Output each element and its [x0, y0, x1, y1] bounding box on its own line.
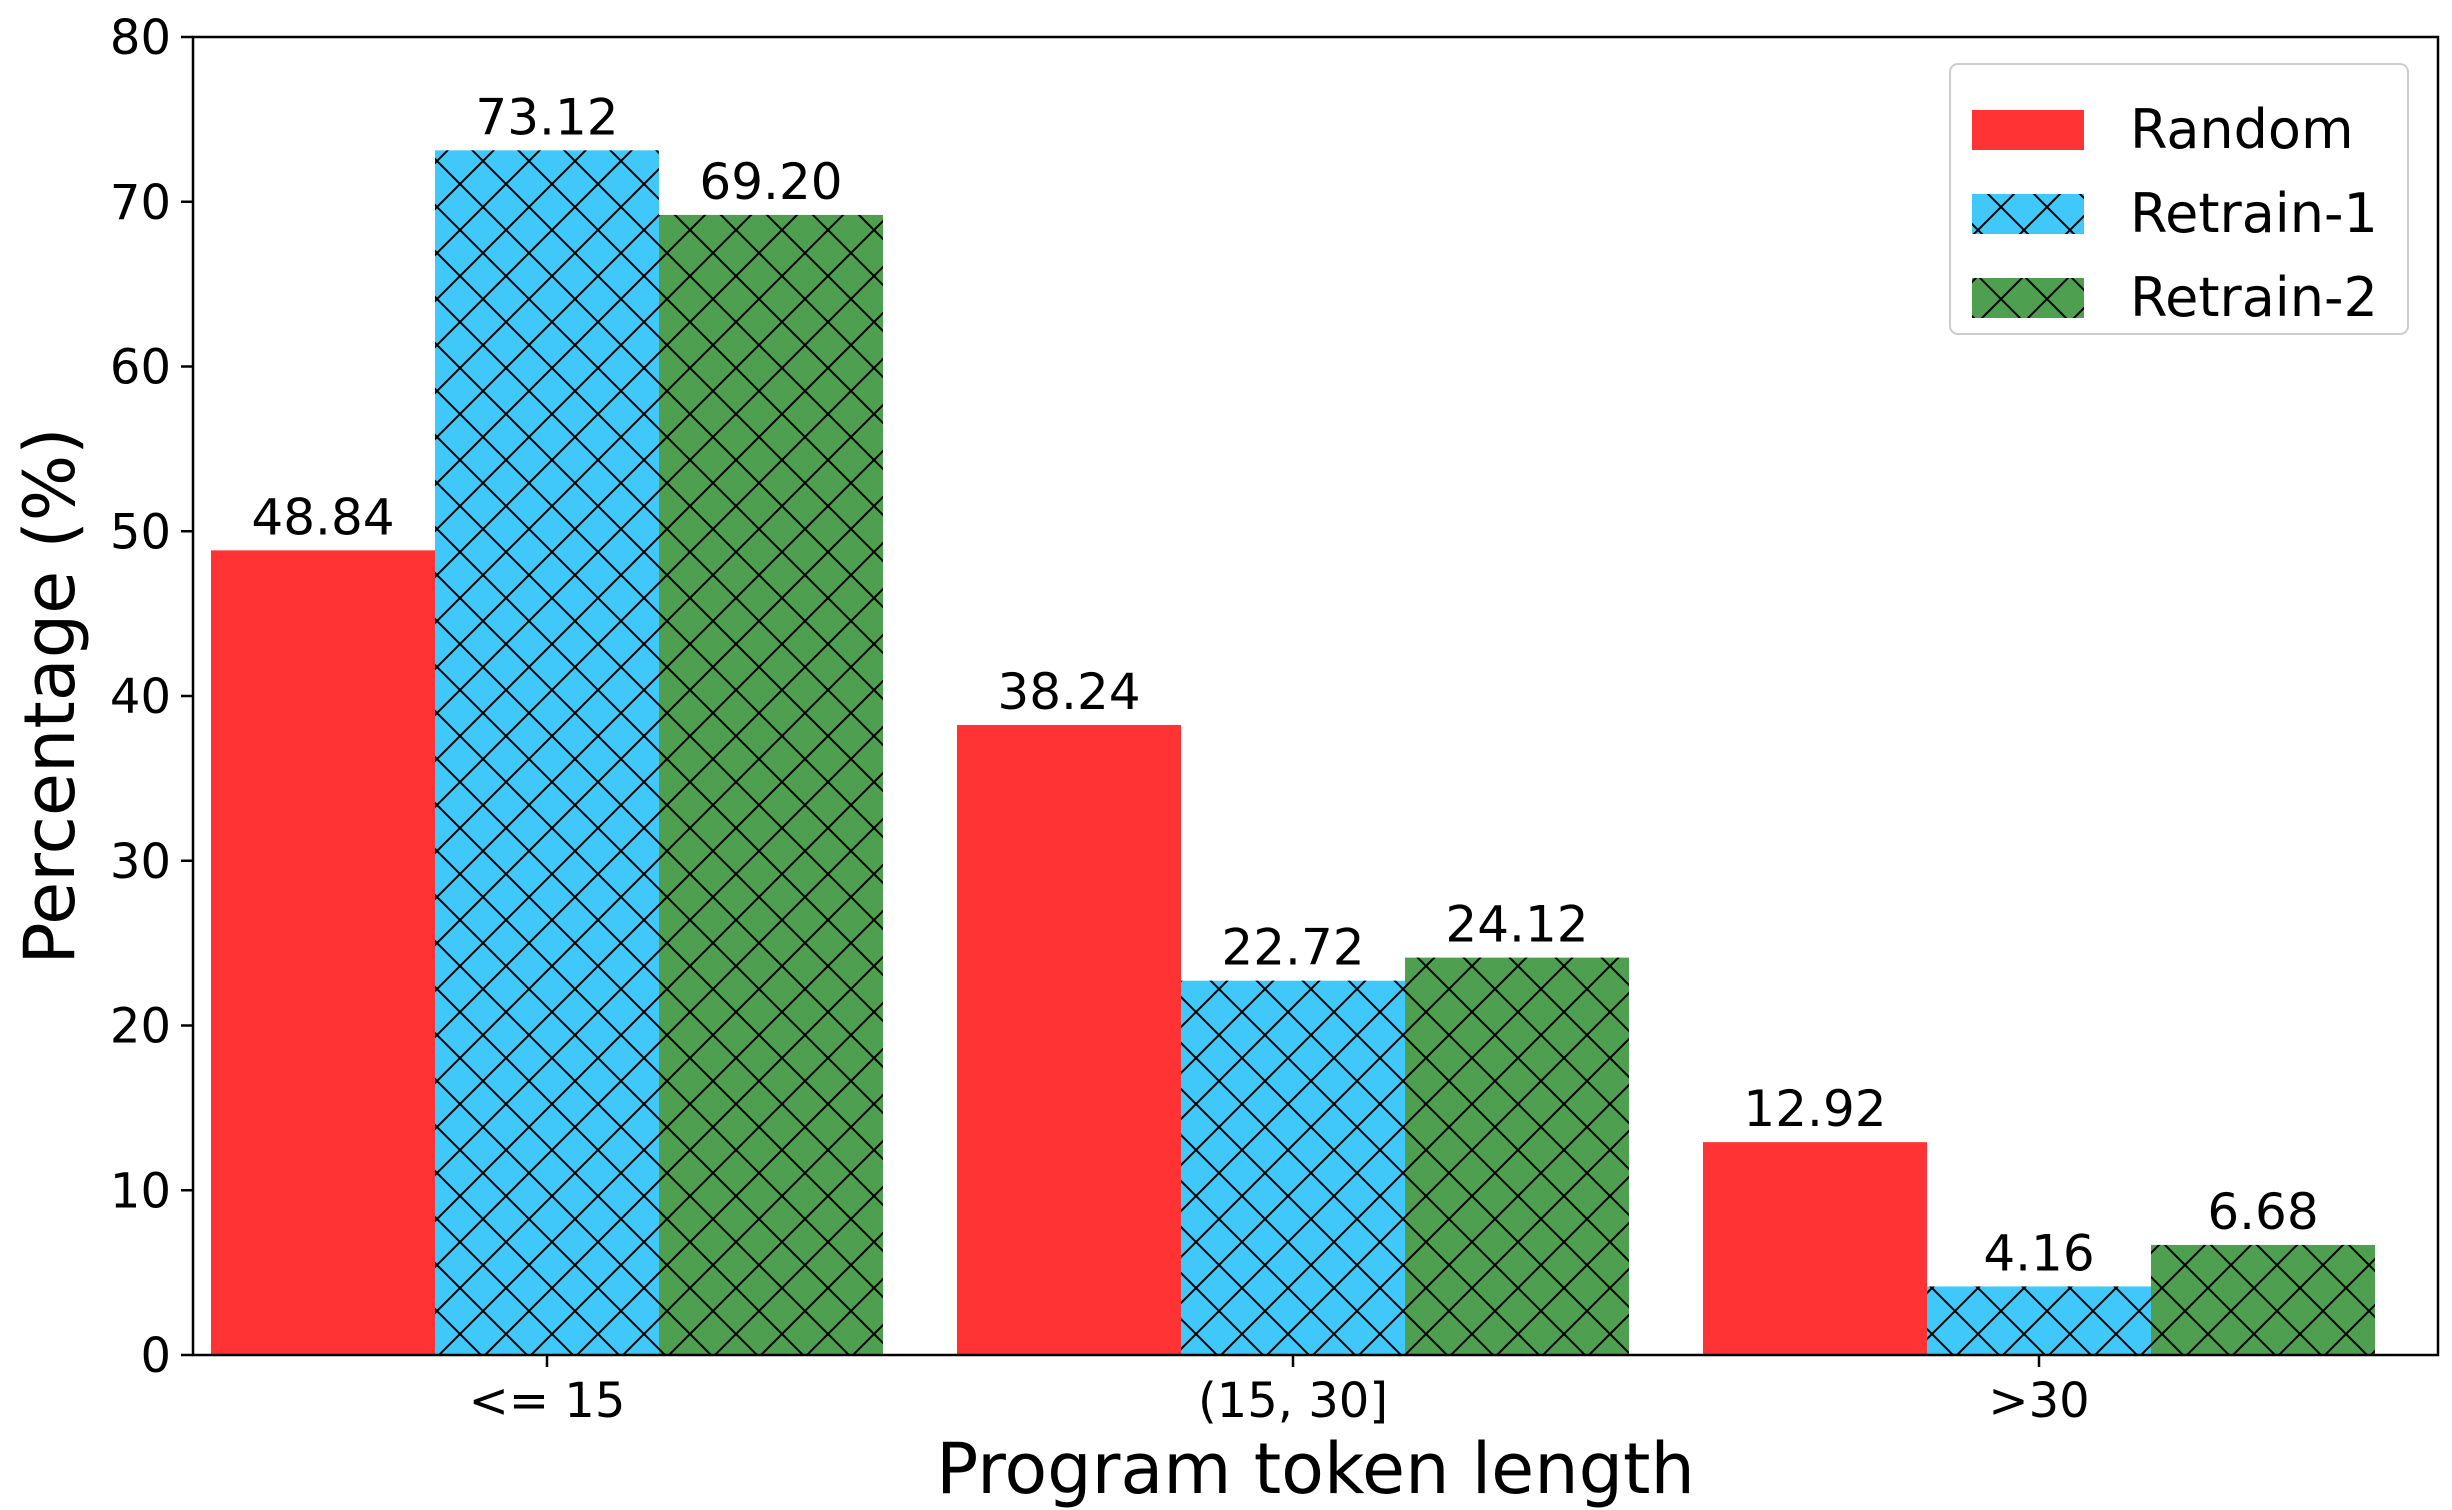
- legend-swatch-hatch-retrain-1: [1972, 194, 2084, 234]
- bar-random-1: [957, 724, 1181, 1355]
- y-tick-label: 0: [140, 1328, 171, 1384]
- legend-swatch-random: [1972, 110, 2084, 150]
- value-labels-layer: 48.84 38.24 12.92 73.12 22.72 4.16 69.20 24.12 6…: [251, 88, 2318, 1282]
- bar-hatch-retrain-2-0: [659, 214, 883, 1356]
- legend-swatch-hatch-retrain-2: [1972, 278, 2084, 318]
- y-tick-label: 20: [110, 999, 171, 1055]
- bar-hatch-retrain-1-0: [435, 150, 659, 1355]
- x-axis-ticks: <= 15 (15, 30] >30: [469, 1355, 2090, 1429]
- y-tick-label: 30: [110, 834, 171, 890]
- x-tick-label: >30: [1988, 1373, 2089, 1429]
- x-tick-label: <= 15: [469, 1373, 626, 1429]
- value-label-retrain-1-1: 22.72: [1221, 919, 1364, 977]
- legend: Random Retrain-1 Retrain-2: [1949, 63, 2409, 335]
- bars-layer: [211, 150, 2375, 1356]
- value-label-retrain-2-1: 24.12: [1445, 896, 1588, 954]
- value-label-random-0: 48.84: [251, 488, 394, 546]
- legend-label-random: Random: [2130, 98, 2354, 161]
- bar-hatch-retrain-2-2: [2151, 1244, 2375, 1355]
- bar-random-0: [211, 550, 435, 1355]
- value-label-retrain-2-2: 6.68: [2207, 1183, 2318, 1241]
- bar-random-2: [1703, 1142, 1927, 1355]
- x-tick-label: (15, 30]: [1198, 1373, 1388, 1429]
- y-axis-title: Percentage (%): [9, 427, 91, 964]
- value-label-random-2: 12.92: [1743, 1080, 1886, 1138]
- y-axis-ticks: 0 10 20 30 40 50 60 70 80: [110, 10, 193, 1384]
- x-axis-title: Program token length: [936, 1428, 1695, 1510]
- value-label-retrain-1-2: 4.16: [1983, 1224, 2094, 1282]
- legend-label-retrain-1: Retrain-1: [2130, 182, 2378, 245]
- y-tick-label: 60: [110, 340, 171, 396]
- y-tick-label: 40: [110, 669, 171, 725]
- bar-hatch-retrain-1-2: [1927, 1286, 2151, 1355]
- value-label-retrain-1-0: 73.12: [475, 88, 618, 146]
- y-tick-label: 50: [110, 504, 171, 560]
- y-tick-label: 80: [110, 10, 171, 66]
- legend-label-retrain-2: Retrain-2: [2130, 266, 2378, 329]
- value-label-retrain-2-0: 69.20: [699, 153, 842, 211]
- bar-hatch-retrain-2-1: [1405, 957, 1629, 1355]
- value-label-random-1: 38.24: [997, 663, 1140, 721]
- bar-hatch-retrain-1-1: [1181, 980, 1405, 1355]
- y-tick-label: 10: [110, 1163, 171, 1219]
- y-tick-label: 70: [110, 175, 171, 231]
- legend-items: Random Retrain-1 Retrain-2: [1972, 98, 2378, 329]
